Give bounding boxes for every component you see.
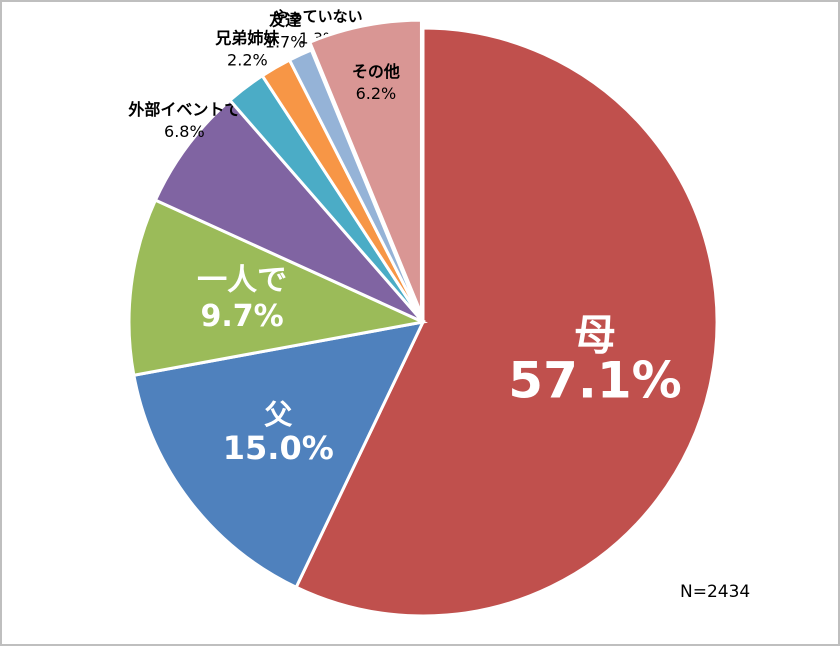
annotation: N=2434 — [680, 582, 750, 602]
slice-label: 母 — [574, 311, 616, 360]
slice-label: 外部イベントで — [127, 100, 240, 119]
slice-label: 友達 — [269, 10, 301, 29]
pie-slice — [287, 48, 425, 323]
pie-slice — [132, 319, 426, 590]
slice-label: 一人で — [197, 263, 287, 298]
slice-label: 兄弟姉妹 — [214, 28, 280, 47]
pie-slice — [307, 18, 423, 315]
slice-label: やっていない — [273, 8, 362, 26]
slice-value: 1.7% — [265, 32, 306, 51]
slice-label: 父 — [264, 398, 293, 431]
slice-value: 15.0% — [223, 429, 334, 467]
slice-value: 6.2% — [356, 84, 397, 103]
pie-slice — [153, 98, 425, 324]
pie-slice — [294, 26, 719, 618]
pie-slice — [127, 198, 428, 378]
slice-value: 9.7% — [200, 299, 283, 334]
slice-value: 57.1% — [508, 352, 681, 410]
slice-value: 6.8% — [164, 122, 205, 141]
slice-value: 2.2% — [227, 50, 268, 69]
slice-label: その他 — [352, 62, 400, 81]
